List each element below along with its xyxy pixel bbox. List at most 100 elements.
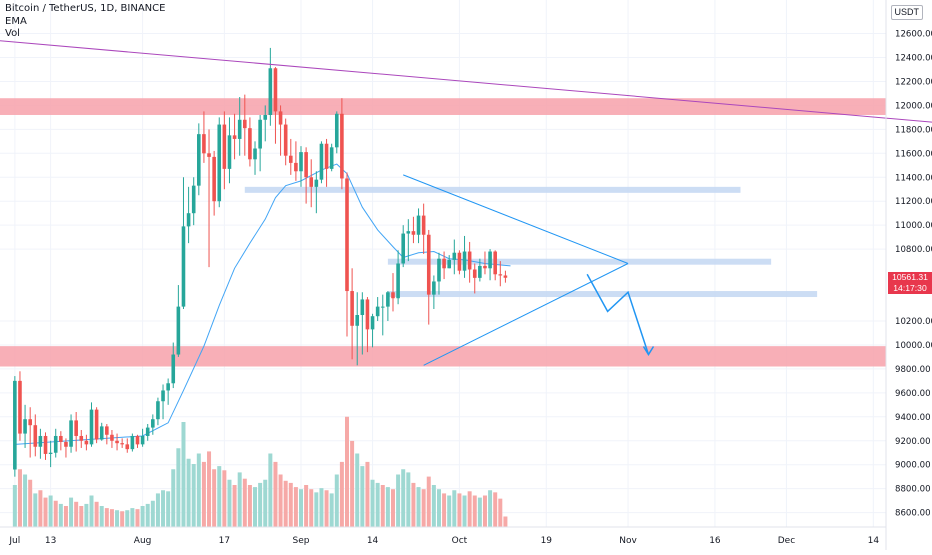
candle-body [355,315,360,326]
candle [181,177,186,310]
volume-bar [334,474,339,527]
volume-bar [273,461,278,527]
candle [33,414,38,457]
volume-bar [38,490,43,527]
candle-body [232,135,237,139]
candle [324,138,329,187]
candle [171,342,176,389]
volume-bars [12,416,508,527]
candle-body [171,354,176,384]
volume-bar [48,495,53,527]
candle [232,113,237,160]
candle [110,429,114,448]
candle [380,294,385,336]
candle-body [197,134,201,186]
candle-body [447,259,451,269]
symbol-title[interactable]: Bitcoin / TetherUS, 1D, BINANCE [5,3,166,14]
candle [53,428,58,458]
volume-bar [365,461,370,527]
trend-line [403,174,629,264]
ema-indicator-label[interactable]: EMA [5,15,27,27]
volume-bar [462,495,467,527]
candle-body [18,380,22,434]
candle [493,250,497,281]
volume-bar [12,485,17,527]
zone [387,291,818,298]
candle [294,141,298,181]
candle [69,414,73,453]
candle [283,118,288,166]
volume-bar [207,451,212,527]
candle [115,433,119,451]
volume-bar [442,493,447,527]
candle-body [273,68,278,112]
y-tick-label: 11400.00 [895,173,932,183]
candle-body [437,258,441,282]
candle [273,67,278,144]
candle-body [334,113,339,148]
volume-bar [488,490,493,527]
volume-bar [401,469,406,527]
candle-body [370,316,375,330]
volume-bar [135,509,140,527]
candle-body [258,119,262,149]
volume-bar [293,487,298,527]
candle [99,422,104,441]
volume-bar [355,453,360,527]
candle-body [64,441,68,447]
zone [0,346,886,367]
projection-path [586,273,650,355]
candle [288,138,293,175]
volume-bar [436,489,441,527]
volume-bar [84,503,89,527]
volume-bar [69,497,74,527]
candle-body [115,440,119,444]
candle [268,47,273,126]
candle-body [110,434,114,441]
candle-body [48,452,53,454]
volume-bar [360,466,365,527]
candle-body [181,226,186,307]
volume-bar [145,503,150,527]
y-tick-label: 11000.00 [895,221,932,231]
candle [309,159,314,208]
volume-bar [74,501,79,527]
y-tick-label: 8800.00 [895,485,931,495]
candle-body [28,419,32,426]
candle-body [472,269,477,278]
candle-body [207,153,211,157]
candle-body [13,380,17,470]
candle [186,186,191,244]
candle-body [345,178,349,292]
candle [421,203,426,254]
candle-body [43,435,48,454]
trend-line [0,40,932,123]
volume-indicator-label[interactable]: Vol [5,28,20,39]
candle-body [360,299,365,316]
volume-bar [227,479,232,527]
y-tick-label: 8600.00 [895,509,931,519]
volume-bar [498,498,503,527]
candle-body [94,409,99,440]
candle-body [145,427,150,436]
candle-body [53,435,58,453]
volume-bar [191,464,196,527]
candle-body [135,435,140,445]
candle-body [283,124,288,156]
candle [59,431,63,451]
currency-button[interactable]: USDT [890,5,923,20]
candle-body [340,113,344,179]
grid [0,0,886,527]
x-tick-label: Oct [452,536,468,546]
volume-bar [329,493,334,527]
volume-bar [150,500,155,527]
y-tick-label: 9600.00 [895,389,931,399]
candle [28,407,32,458]
volume-bar [109,509,114,527]
volume-bar [416,487,421,527]
candle-body [421,215,426,235]
zone [244,186,741,193]
volume-bar [140,506,145,527]
